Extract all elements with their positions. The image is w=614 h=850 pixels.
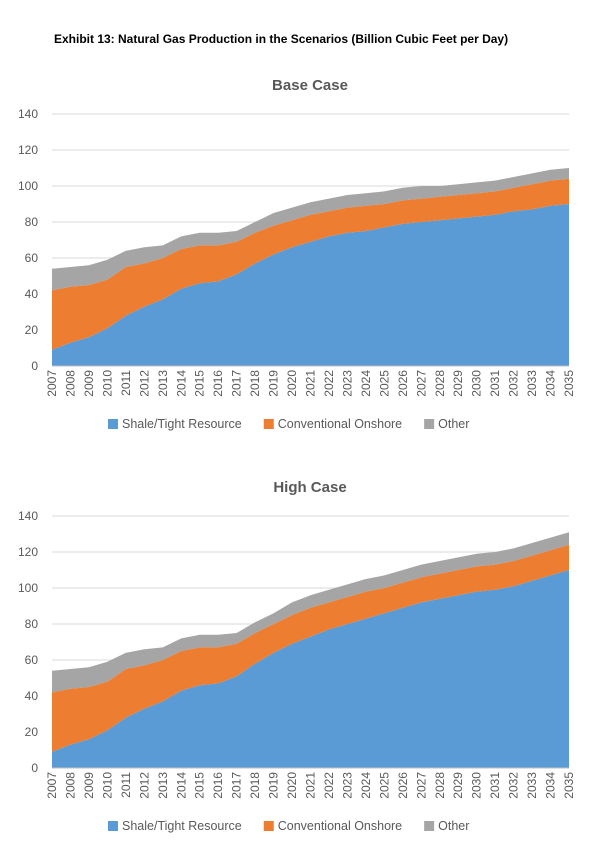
base-case-legend-label-shale-tight-resource: Shale/Tight Resource [122, 417, 242, 431]
high-case-y-tick-label: 40 [25, 689, 39, 703]
base-case-area-conventional-onshore [52, 178, 569, 350]
base-case-x-tick-label: 2027 [414, 370, 428, 397]
base-case-x-tick-label: 2026 [396, 370, 410, 397]
base-case-x-tick-label: 2019 [267, 370, 281, 397]
base-case-legend-label-conventional-onshore: Conventional Onshore [278, 417, 402, 431]
base-case-x-tick-label: 2020 [285, 370, 299, 397]
high-case-y-tick-label: 100 [18, 581, 38, 595]
high-case-x-tick-label: 2019 [267, 772, 281, 799]
base-case-y-tick-label: 80 [25, 215, 39, 229]
base-case-legend-swatch-other [424, 419, 435, 429]
base-case-x-tick-label: 2029 [451, 370, 465, 397]
base-case-x-tick-label: 2013 [156, 370, 170, 397]
base-case-x-tick-label: 2016 [211, 370, 225, 397]
base-case-y-tick-label: 60 [25, 251, 39, 265]
base-case-chart-title: Base Case [272, 77, 348, 94]
base-case-y-tick-label: 0 [31, 359, 38, 373]
high-case-x-tick-label: 2017 [230, 772, 244, 799]
base-case-x-tick-label: 2024 [359, 370, 373, 397]
base-case-x-tick-label: 2009 [82, 370, 96, 397]
high-case-x-tick-label: 2009 [82, 772, 96, 799]
base-case-x-tick-label: 2011 [119, 370, 133, 396]
high-case-x-tick-label: 2030 [470, 772, 484, 799]
base-case-area-shale-tight-resource [52, 204, 569, 366]
high-case-x-tick-label: 2028 [433, 772, 447, 799]
high-case-x-tick-label: 2023 [340, 772, 354, 799]
high-case-x-tick-label: 2010 [100, 772, 114, 799]
base-case-chart: Base Case 0 20 40 60 80 100 120 140 2007 2008 2009 2… [18, 77, 576, 431]
base-case-x-tick-label: 2033 [525, 370, 539, 397]
high-case-x-tick-label: 2025 [377, 772, 391, 799]
high-case-y-tick-label: 0 [31, 761, 38, 775]
high-case-x-tick-label: 2012 [137, 772, 151, 799]
high-case-x-tick-label: 2007 [45, 772, 59, 799]
high-case-area-conventional-onshore [52, 544, 569, 752]
high-case-y-tick-label: 120 [18, 545, 38, 559]
high-case-x-tick-label: 2024 [359, 772, 373, 799]
high-case-x-tick-label: 2033 [525, 772, 539, 799]
high-case-x-tick-label: 2034 [544, 772, 558, 799]
high-case-x-tick-label: 2013 [156, 772, 170, 799]
high-case-y-tick-label: 80 [25, 617, 39, 631]
exhibit-title: Exhibit 13: Natural Gas Production in th… [54, 32, 509, 46]
base-case-x-tick-label: 2018 [248, 370, 262, 397]
base-case-y-tick-label: 20 [25, 323, 39, 337]
base-case-x-tick-label: 2022 [322, 370, 336, 397]
high-case-x-tick-label: 2016 [211, 772, 225, 799]
base-case-y-tick-label: 120 [18, 143, 38, 157]
high-case-chart: High Case 0 20 40 60 80 100 120 140 2007 2008 2009 2… [18, 479, 576, 833]
high-case-x-tick-label: 2022 [322, 772, 336, 799]
base-case-y-tick-label: 100 [18, 179, 38, 193]
high-case-legend-swatch-conventional-onshore [263, 821, 274, 831]
high-case-x-tick-label: 2029 [451, 772, 465, 799]
high-case-y-tick-label: 20 [25, 725, 39, 739]
high-case-y-tick-label: 140 [18, 509, 38, 523]
high-case-x-tick-label: 2014 [174, 772, 188, 799]
high-case-x-tick-label: 2020 [285, 772, 299, 799]
base-case-x-tick-label: 2021 [304, 370, 318, 397]
high-case-y-tick-label: 60 [25, 653, 39, 667]
high-case-x-tick-label: 2026 [396, 772, 410, 799]
high-case-area-shale-tight-resource [52, 570, 569, 768]
base-case-legend-swatch-shale-tight-resource [108, 419, 118, 429]
high-case-x-tick-label: 2032 [507, 772, 521, 799]
high-case-legend-swatch-shale-tight-resource [108, 821, 118, 831]
high-case-chart-title: High Case [273, 479, 346, 496]
base-case-x-tick-label: 2032 [507, 370, 521, 397]
base-case-x-tick-label: 2015 [193, 370, 207, 397]
base-case-x-tick-label: 2028 [433, 370, 447, 397]
high-case-legend-label-other: Other [438, 819, 469, 833]
high-case-x-tick-label: 2031 [488, 772, 502, 799]
base-case-y-tick-label: 40 [25, 287, 39, 301]
base-case-x-tick-label: 2007 [45, 370, 59, 397]
base-case-x-tick-label: 2030 [470, 370, 484, 397]
high-case-x-tick-label: 2011 [119, 772, 133, 798]
base-case-y-tick-label: 140 [18, 107, 38, 121]
base-case-x-tick-label: 2012 [137, 370, 151, 397]
high-case-x-tick-label: 2027 [414, 772, 428, 799]
base-case-area-other [52, 168, 569, 291]
base-case-x-tick-label: 2017 [230, 370, 244, 397]
base-case-x-tick-label: 2035 [562, 370, 576, 397]
high-case-legend-swatch-other [424, 821, 435, 831]
base-case-x-tick-label: 2023 [340, 370, 354, 397]
high-case-area-other [52, 532, 569, 693]
base-case-x-tick-label: 2034 [544, 370, 558, 397]
base-case-x-tick-label: 2031 [488, 370, 502, 397]
high-case-legend-label-shale-tight-resource: Shale/Tight Resource [122, 819, 242, 833]
high-case-x-tick-label: 2008 [63, 772, 77, 799]
base-case-x-tick-label: 2025 [377, 370, 391, 397]
high-case-x-tick-label: 2018 [248, 772, 262, 799]
base-case-x-tick-label: 2010 [100, 370, 114, 397]
high-case-x-tick-label: 2021 [304, 772, 318, 799]
base-case-legend-swatch-conventional-onshore [263, 419, 274, 429]
base-case-legend-label-other: Other [438, 417, 469, 431]
high-case-x-tick-label: 2035 [562, 772, 576, 799]
base-case-x-tick-label: 2014 [174, 370, 188, 397]
high-case-legend-label-conventional-onshore: Conventional Onshore [278, 819, 402, 833]
high-case-x-tick-label: 2015 [193, 772, 207, 799]
base-case-x-tick-label: 2008 [63, 370, 77, 397]
